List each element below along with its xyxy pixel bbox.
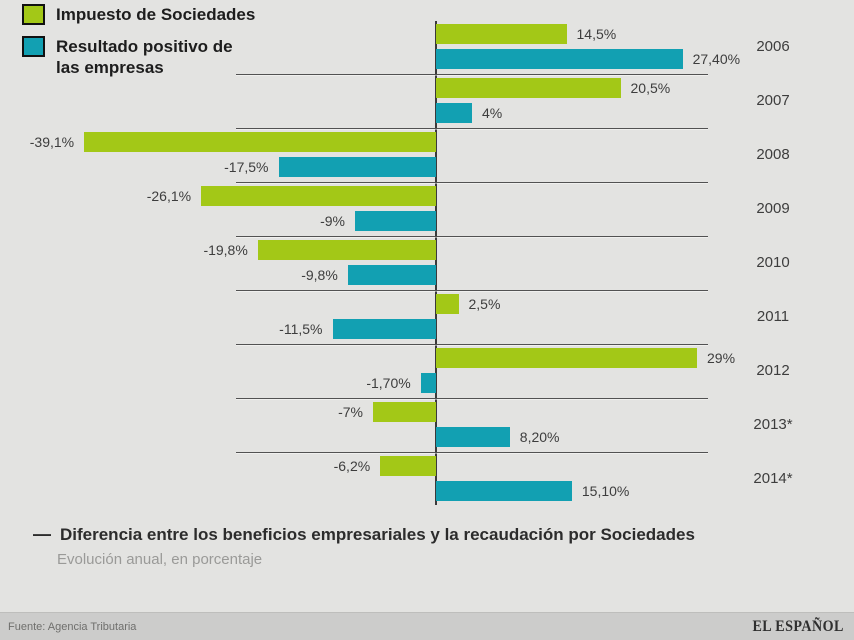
- legend-label-impuesto: Impuesto de Sociedades: [56, 5, 256, 24]
- zero-axis-line: [435, 21, 437, 505]
- bar-resultado-2006: [436, 49, 683, 69]
- year-label-2013: 2013*: [753, 416, 793, 433]
- bar-resultado-2013: [436, 427, 510, 447]
- value-label: -19,8%: [203, 242, 248, 258]
- value-label: 4%: [482, 105, 503, 121]
- value-label: -11,5%: [279, 321, 323, 337]
- chart-area: 14,5% 27,40% 2006 20,5% 4% 2007 -39,1% -17,5% 20…: [29, 21, 793, 505]
- green-swatch-icon: [22, 4, 45, 25]
- caption-block: — Diferencia entre los beneficios empres…: [33, 524, 695, 568]
- bar-impuesto-2010: [257, 240, 436, 260]
- teal-swatch-icon: [22, 36, 45, 57]
- bar-resultado-2014: [436, 481, 572, 501]
- bar-resultado-2009: [355, 211, 436, 231]
- value-label: -17,5%: [224, 159, 269, 175]
- publisher-logo: EL ESPAÑOL: [752, 617, 844, 635]
- value-label: -9%: [320, 213, 345, 229]
- chart-title: Diferencia entre los beneficios empresar…: [60, 525, 695, 544]
- bar-impuesto-2013: [373, 402, 436, 422]
- year-label-2008: 2008: [756, 146, 790, 163]
- year-label-2011: 2011: [756, 308, 790, 325]
- bar-resultado-2012: [420, 373, 436, 393]
- row-separator-line: [236, 452, 708, 453]
- value-label: -39,1%: [29, 134, 75, 150]
- year-label-2014: 2014*: [753, 470, 793, 487]
- source-credit: Fuente: Agencia Tributaria: [8, 620, 137, 633]
- bar-impuesto-2007: [436, 78, 621, 98]
- value-label: 27,40%: [692, 51, 741, 67]
- row-separator-line: [236, 290, 708, 291]
- row-separator-line: [236, 128, 708, 129]
- bar-impuesto-2012: [436, 348, 697, 368]
- value-label: 14,5%: [576, 26, 617, 42]
- year-label-2009: 2009: [756, 200, 790, 217]
- legend-label-resultado: Resultado positivo de las empresas: [56, 36, 233, 78]
- legend-label-line1: Resultado positivo de: [56, 37, 233, 56]
- footer-bar: Fuente: Agencia Tributaria EL ESPAÑOL: [0, 612, 854, 640]
- year-label-2007: 2007: [756, 92, 790, 109]
- row-separator-line: [236, 182, 708, 183]
- bar-resultado-2008: [278, 157, 436, 177]
- value-label: 15,10%: [581, 483, 630, 499]
- value-label: 29%: [707, 350, 736, 366]
- bar-impuesto-2006: [436, 24, 567, 44]
- value-label: 8,20%: [519, 429, 560, 445]
- row-separator-line: [236, 344, 708, 345]
- bar-resultado-2010: [347, 265, 436, 285]
- chart-subtitle: Evolución anual, en porcentaje: [57, 551, 263, 568]
- row-separator-line: [236, 74, 708, 75]
- bar-resultado-2011: [332, 319, 436, 339]
- year-label-2006: 2006: [756, 38, 790, 55]
- value-label: 2,5%: [468, 296, 501, 312]
- value-label: -7%: [338, 404, 363, 420]
- value-label: -6,2%: [333, 458, 371, 474]
- legend-item-impuesto: Impuesto de Sociedades: [22, 4, 255, 25]
- row-separator-line: [236, 236, 708, 237]
- bar-impuesto-2009: [201, 186, 436, 206]
- value-label: -9,8%: [301, 267, 338, 283]
- value-label: -1,70%: [366, 375, 411, 391]
- bar-impuesto-2014: [380, 456, 436, 476]
- row-separator-line: [236, 398, 708, 399]
- value-label: 20,5%: [630, 80, 671, 96]
- legend-item-resultado: Resultado positivo de las empresas: [22, 36, 233, 78]
- legend-label-line2: las empresas: [56, 58, 164, 77]
- bar-resultado-2007: [436, 103, 472, 123]
- year-label-2010: 2010: [756, 254, 790, 271]
- bar-impuesto-2011: [436, 294, 459, 314]
- caption-dash: —: [33, 524, 51, 544]
- year-label-2012: 2012: [756, 362, 790, 379]
- bar-impuesto-2008: [84, 132, 436, 152]
- value-label: -26,1%: [146, 188, 192, 204]
